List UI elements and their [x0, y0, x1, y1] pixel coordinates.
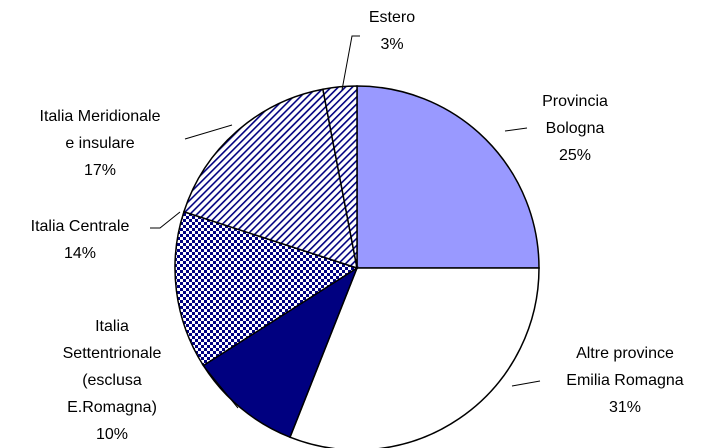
value-label: 10%	[96, 426, 128, 443]
leader-line	[504, 127, 528, 132]
value-label: 25%	[559, 147, 591, 164]
pie-slice	[322, 85, 358, 269]
pie-slice	[356, 85, 540, 269]
category-label: Italia Settentrionale (esclusa E.Romagna)	[63, 318, 162, 416]
category-label: Italia Meridionale e insulare	[40, 108, 161, 152]
value-label: 17%	[84, 162, 116, 179]
category-label: Provincia Bologna	[542, 93, 608, 137]
category-label: Estero	[369, 9, 415, 26]
value-label: 31%	[609, 399, 641, 416]
leader-line	[341, 35, 360, 91]
leader-line	[511, 380, 541, 387]
category-label: Altre province Emilia Romagna	[566, 345, 683, 389]
pie-slice	[289, 267, 540, 448]
value-label: 3%	[380, 36, 403, 53]
pie-slice	[174, 210, 359, 367]
category-label: Italia Centrale	[31, 218, 130, 235]
leader-line	[150, 211, 181, 229]
leader-line	[184, 124, 233, 140]
leader-line	[201, 363, 239, 409]
pie-slice	[182, 88, 358, 270]
value-label: 14%	[64, 245, 96, 262]
